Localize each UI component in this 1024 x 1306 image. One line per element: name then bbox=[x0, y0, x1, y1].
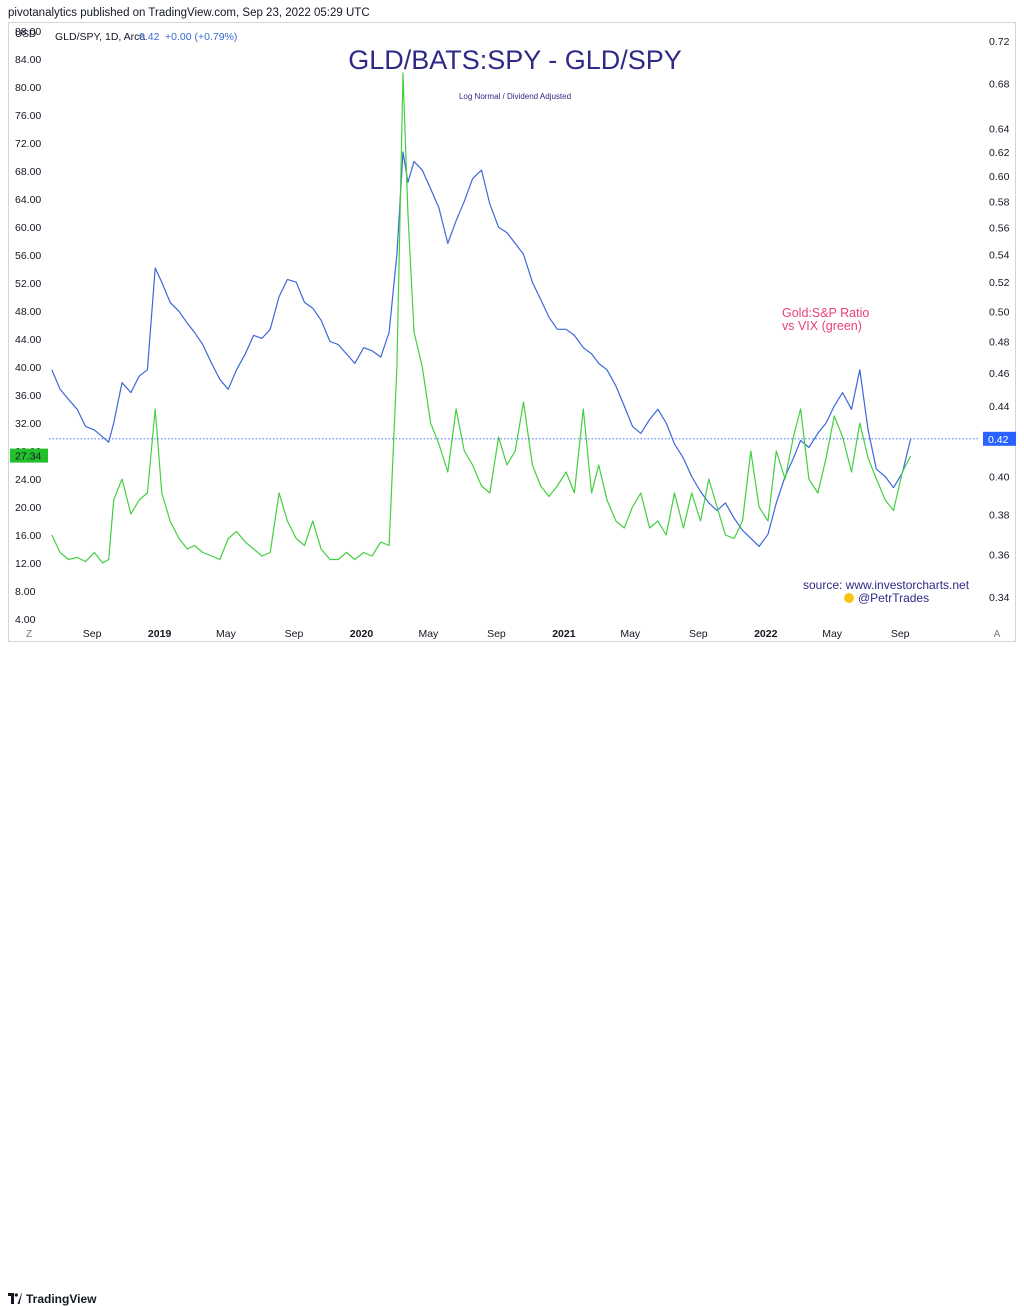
right-value-badge-text: 0.42 bbox=[988, 434, 1009, 446]
footer-bar: TradingView bbox=[0, 643, 1024, 1306]
left-axis-tick: 36.00 bbox=[15, 390, 41, 402]
left-axis-tick: 88.00 bbox=[15, 26, 41, 38]
x-axis-tick: Sep bbox=[285, 628, 304, 640]
chart-subtitle: Log Normal / Dividend Adjusted bbox=[459, 92, 571, 101]
left-axis-tick: 4.00 bbox=[15, 614, 36, 626]
legend-change: +0.00 (+0.79%) bbox=[165, 31, 237, 43]
tradingview-logo-icon[interactable] bbox=[8, 1293, 22, 1304]
left-axis-tick: 16.00 bbox=[15, 530, 41, 542]
x-axis-tick: May bbox=[822, 628, 843, 640]
left-axis-tick: 40.00 bbox=[15, 362, 41, 374]
left-axis-tick: 64.00 bbox=[15, 194, 41, 206]
right-axis-tick: 0.50 bbox=[989, 306, 1010, 318]
x-axis-tick: Sep bbox=[487, 628, 506, 640]
source-line: source: www.investorcharts.net bbox=[803, 578, 970, 592]
right-axis-tick: 0.72 bbox=[989, 36, 1010, 48]
x-axis-tick: 2019 bbox=[148, 628, 172, 640]
left-axis-tick: 8.00 bbox=[15, 586, 36, 598]
left-axis-tick: 84.00 bbox=[15, 54, 41, 66]
x-axis-tick: 2021 bbox=[552, 628, 576, 640]
left-axis-tick: 60.00 bbox=[15, 222, 41, 234]
left-axis-tick: 32.00 bbox=[15, 418, 41, 430]
right-axis-tick: 0.34 bbox=[989, 592, 1010, 604]
left-value-badge-text: 27.34 bbox=[15, 451, 41, 463]
x-axis-tick: Sep bbox=[689, 628, 708, 640]
vix-series-line bbox=[51, 72, 912, 564]
annotation-line-1: Gold:S&P Ratio bbox=[782, 306, 869, 320]
left-axis-tick: 20.00 bbox=[15, 502, 41, 514]
left-axis-tick: 80.00 bbox=[15, 82, 41, 94]
x-axis-tick: Sep bbox=[83, 628, 102, 640]
left-axis-tick: 72.00 bbox=[15, 138, 41, 150]
left-axis-tick: 68.00 bbox=[15, 166, 41, 178]
emoji-face-icon bbox=[844, 593, 854, 603]
auto-scale-button[interactable]: A bbox=[994, 629, 1001, 640]
left-value-badge bbox=[10, 448, 48, 463]
right-axis-tick: 0.64 bbox=[989, 123, 1010, 135]
right-axis-tick: 0.56 bbox=[989, 222, 1010, 234]
annotation-line-2: vs VIX (green) bbox=[782, 319, 862, 333]
left-axis-tick: 52.00 bbox=[15, 278, 41, 290]
right-axis-tick: 0.44 bbox=[989, 401, 1010, 413]
x-axis-tick: Sep bbox=[891, 628, 910, 640]
left-axis-tick: 12.00 bbox=[15, 558, 41, 570]
right-axis-tick: 0.40 bbox=[989, 472, 1010, 484]
right-axis-tick: 0.36 bbox=[989, 550, 1010, 562]
legend-value: 0.42 bbox=[139, 31, 160, 43]
legend-symbol[interactable]: GLD/SPY, 1D, Arca bbox=[55, 31, 145, 43]
right-axis-tick: 0.58 bbox=[989, 196, 1010, 208]
right-axis-tick: 0.48 bbox=[989, 337, 1010, 349]
x-axis-tick: 2020 bbox=[350, 628, 374, 640]
gold-spy-series-line bbox=[51, 151, 912, 547]
source-handle: @PetrTrades bbox=[858, 591, 929, 605]
left-axis-tick: 44.00 bbox=[15, 334, 41, 346]
left-axis-tick: 56.00 bbox=[15, 250, 41, 262]
left-axis-unit: USD bbox=[15, 29, 36, 40]
right-axis-tick: 0.62 bbox=[989, 147, 1010, 159]
right-axis-tick: 0.46 bbox=[989, 368, 1010, 380]
right-axis-tick: 0.52 bbox=[989, 277, 1010, 289]
x-axis-tick: May bbox=[620, 628, 641, 640]
left-axis-tick: 76.00 bbox=[15, 110, 41, 122]
chart-frame[interactable]: USD 88.00 84.00 80.00 76.00 72.00 68.00 64.00 60… bbox=[8, 22, 1016, 642]
right-axis-tick: 0.38 bbox=[989, 510, 1010, 522]
publisher-bar: pivotanalytics published on TradingView.… bbox=[0, 0, 1024, 26]
x-axis-tick: 2022 bbox=[754, 628, 778, 640]
right-axis-tick: 0.60 bbox=[989, 171, 1010, 183]
publisher-line: pivotanalytics published on TradingView.… bbox=[8, 7, 370, 19]
x-axis-tick: May bbox=[418, 628, 439, 640]
left-scale-button[interactable]: Z bbox=[26, 629, 32, 640]
left-axis-tick: 24.00 bbox=[15, 474, 41, 486]
chart-title: GLD/BATS:SPY - GLD/SPY bbox=[348, 45, 682, 75]
right-axis-tick: 0.54 bbox=[989, 249, 1010, 261]
right-axis-tick: 0.68 bbox=[989, 79, 1010, 91]
x-axis-tick: May bbox=[216, 628, 237, 640]
footer-brand[interactable]: TradingView bbox=[26, 1292, 97, 1306]
left-axis-tick: 48.00 bbox=[15, 306, 41, 318]
right-value-badge bbox=[983, 431, 1016, 446]
